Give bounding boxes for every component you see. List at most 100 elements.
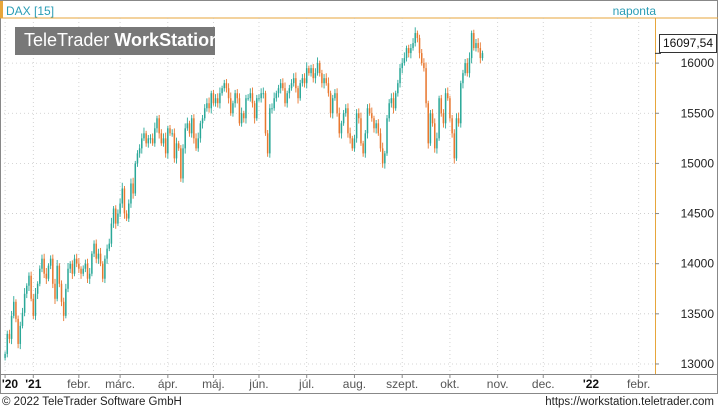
candle-down xyxy=(308,68,310,74)
candle-up xyxy=(69,263,71,269)
candle-up xyxy=(464,63,466,74)
candle-up xyxy=(10,315,13,339)
candle-up xyxy=(405,48,408,59)
candle-up xyxy=(197,138,199,149)
candle-up xyxy=(171,133,173,135)
candle-down xyxy=(371,113,373,119)
candle-down xyxy=(78,263,80,269)
candle-down xyxy=(282,83,284,89)
candle-down xyxy=(164,138,167,154)
candle-down xyxy=(477,43,479,49)
candle-up xyxy=(117,213,119,224)
x-tick-label: jún. xyxy=(248,377,268,391)
candle-up xyxy=(353,138,356,149)
candle-up xyxy=(234,93,236,104)
candle-up xyxy=(112,208,115,224)
candle-down xyxy=(407,48,410,54)
candle-up xyxy=(462,73,464,84)
candle-down xyxy=(373,118,375,129)
candle-down xyxy=(43,258,45,274)
period-label[interactable]: naponta xyxy=(612,4,656,18)
candle-down xyxy=(433,123,436,149)
candle-up xyxy=(260,93,262,99)
website-url[interactable]: https://workstation.teletrader.com xyxy=(545,396,714,408)
candle-down xyxy=(132,183,134,194)
candle-down xyxy=(329,93,332,114)
candle-up xyxy=(56,265,58,299)
candle-down xyxy=(327,83,330,94)
footer: © 2022 TeleTrader Software GmbH https://… xyxy=(0,394,718,412)
candle-up xyxy=(214,98,217,104)
x-tick-label: aug. xyxy=(343,377,366,391)
candle-up xyxy=(292,78,295,84)
y-tick-label: 15000 xyxy=(681,156,715,170)
candle-up xyxy=(481,53,484,59)
x-tick-label: márc. xyxy=(105,377,135,391)
candle-down xyxy=(225,83,228,89)
candle-down xyxy=(449,98,451,119)
candle-down xyxy=(392,98,395,109)
candle-up xyxy=(184,128,186,149)
candle-up xyxy=(438,98,440,139)
candle-up xyxy=(397,83,399,94)
candle-down xyxy=(193,118,195,139)
candle-up xyxy=(82,268,84,274)
candle-down xyxy=(336,93,338,114)
candle-up xyxy=(138,148,141,154)
candle-down xyxy=(54,283,56,299)
instrument-label[interactable]: DAX [15] xyxy=(6,4,55,18)
candle-up xyxy=(199,123,202,139)
candle-up xyxy=(108,243,111,249)
candle-up xyxy=(286,93,288,104)
candle-up xyxy=(388,103,390,119)
candle-down xyxy=(212,93,215,104)
candle-up xyxy=(429,113,432,144)
candle-down xyxy=(75,258,78,264)
candle-up xyxy=(290,83,293,89)
candle-down xyxy=(8,333,11,339)
copyright-text: © 2022 TeleTrader Software GmbH xyxy=(2,396,182,408)
candle-down xyxy=(114,208,117,224)
candle-down xyxy=(473,33,475,49)
candle-up xyxy=(26,285,28,294)
candle-down xyxy=(377,123,380,134)
candle-up xyxy=(182,148,184,179)
candle-down xyxy=(236,93,239,99)
candle-up xyxy=(210,93,212,109)
candle-down xyxy=(71,263,74,274)
candle-up xyxy=(245,98,247,119)
candle-up xyxy=(119,203,121,214)
candle-up xyxy=(13,301,15,316)
candle-down xyxy=(125,213,128,219)
candle-up xyxy=(403,58,406,64)
candle-down xyxy=(479,48,482,59)
candle-up xyxy=(258,98,260,100)
x-tick-label: júl. xyxy=(298,377,314,391)
x-tick-label: nov. xyxy=(487,377,509,391)
candle-down xyxy=(427,103,429,144)
candle-up xyxy=(91,253,93,274)
candle-up xyxy=(97,253,100,259)
candle-up xyxy=(141,138,143,149)
candle-down xyxy=(243,113,245,119)
candle-up xyxy=(19,325,22,344)
candle-up xyxy=(84,263,87,269)
candle-up xyxy=(275,93,278,99)
candle-down xyxy=(381,148,384,164)
candle-up xyxy=(106,248,108,259)
candle-down xyxy=(58,265,61,284)
candle-down xyxy=(251,93,254,104)
x-tick-label: ápr. xyxy=(158,377,178,391)
candle-up xyxy=(128,203,130,219)
candle-down xyxy=(30,275,32,299)
candle-down xyxy=(60,283,63,302)
x-tick-label: szept. xyxy=(386,377,418,391)
candle-down xyxy=(338,113,341,134)
candle-up xyxy=(47,265,50,279)
candle-down xyxy=(358,113,360,119)
candle-up xyxy=(23,293,26,313)
x-tick-label: '22 xyxy=(583,377,600,391)
y-tick-label: 15500 xyxy=(681,106,715,120)
candle-up xyxy=(314,73,317,79)
